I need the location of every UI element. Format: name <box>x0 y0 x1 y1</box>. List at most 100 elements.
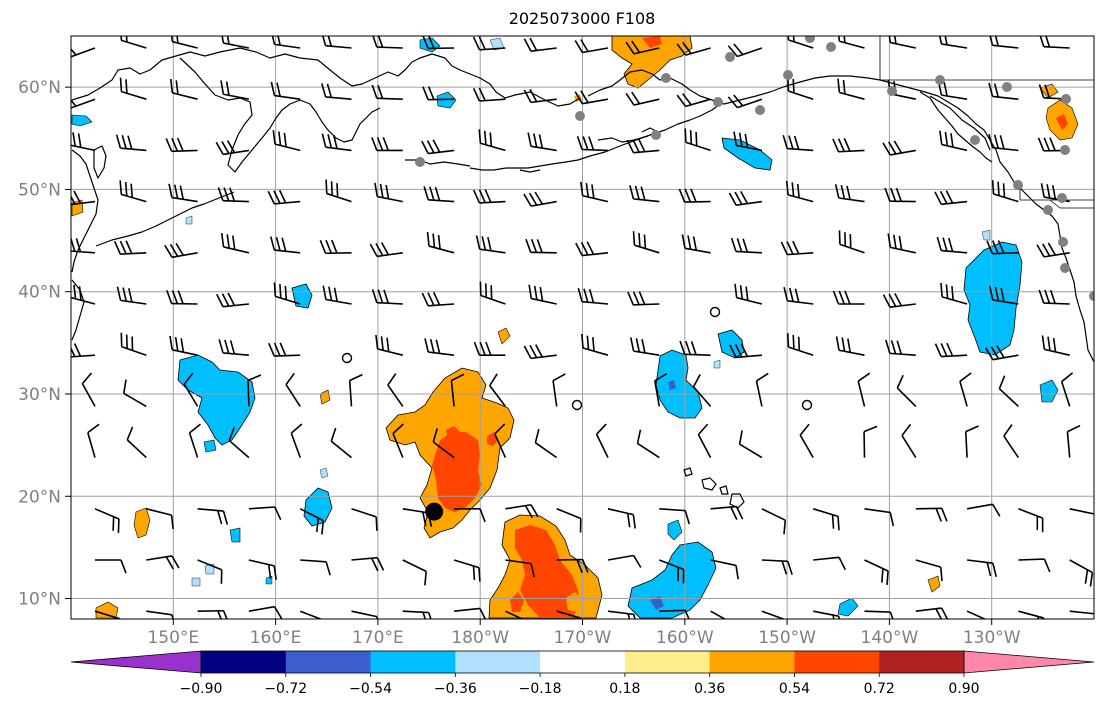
wind-barb <box>697 423 712 458</box>
wind-barb <box>552 373 566 407</box>
wind-barb <box>761 559 793 575</box>
wind-barb <box>636 429 660 459</box>
colorbar-label: 0.18 <box>609 681 640 697</box>
wind-barb <box>325 179 352 203</box>
wind-barb <box>247 374 262 407</box>
wind-barb <box>525 238 557 254</box>
coast-hawaii <box>701 477 717 491</box>
wind-barb <box>991 179 1019 203</box>
colorbar-label: 0.90 <box>948 681 979 697</box>
wind-barb <box>934 190 968 206</box>
colorbar-label: −0.18 <box>519 681 562 697</box>
wind-barb <box>799 423 814 459</box>
storm-center-marker <box>425 502 444 521</box>
colorbar-label: −0.36 <box>434 681 477 697</box>
wind-barb <box>197 609 228 619</box>
wind-barb <box>755 372 769 407</box>
wind-barb <box>786 333 814 356</box>
wind-barb <box>812 508 840 531</box>
wind-barb <box>607 610 636 619</box>
wind-barb <box>1003 424 1020 459</box>
wind-barb <box>984 345 1019 361</box>
wind-barb <box>290 423 303 458</box>
wind-barb <box>71 98 96 109</box>
wind-barb <box>679 340 711 356</box>
wind-barb <box>884 187 916 203</box>
wind-barb <box>627 291 660 306</box>
wind-barb <box>454 507 486 523</box>
wind-barb <box>786 77 814 100</box>
wind-barb <box>676 93 711 108</box>
wind-barb <box>896 374 917 407</box>
wind-barb <box>882 293 916 308</box>
wind-barb <box>424 338 455 356</box>
wind-barb <box>71 47 96 58</box>
wind-barb <box>188 423 201 458</box>
wind-barb <box>727 94 763 109</box>
wind-barb <box>581 334 609 356</box>
wind-barb <box>692 374 712 407</box>
wind-barb <box>988 133 1019 152</box>
map-title: 2025073000 F108 <box>508 9 656 28</box>
wind-barb <box>710 505 744 520</box>
wind-barb <box>837 78 865 100</box>
lat-tick-label: 50°N <box>18 180 61 200</box>
wind-barb <box>607 508 637 529</box>
wind-barb <box>857 372 871 407</box>
station-markers <box>415 36 1094 301</box>
colorbar-label: −0.90 <box>180 681 223 697</box>
wind-barb <box>489 373 507 407</box>
wind-barb <box>387 373 404 407</box>
wind-barb <box>1041 335 1070 356</box>
wind-barb <box>87 423 100 458</box>
wind-barb <box>421 139 455 155</box>
lon-tick-label: 150°W <box>758 628 816 648</box>
wind-barb <box>273 282 301 305</box>
coast-alaska-peninsula <box>469 103 721 171</box>
wind-barb <box>659 508 691 525</box>
wind-barb <box>964 425 979 458</box>
wind-barb <box>834 184 865 203</box>
wind-barb <box>710 610 727 619</box>
wind-barb <box>71 190 96 206</box>
colorbar-label: −0.72 <box>264 681 307 697</box>
wind-barb <box>116 286 147 305</box>
wind-barb <box>94 508 120 533</box>
coastlines <box>71 36 1094 509</box>
wind-barb <box>473 341 506 357</box>
wind-barb <box>885 339 916 356</box>
wind-barb <box>450 373 465 407</box>
wind-barb <box>864 559 889 586</box>
wind-barb <box>782 134 814 152</box>
wind-barb <box>523 191 557 207</box>
wind-barb <box>119 77 147 100</box>
wind-barb <box>915 607 949 619</box>
lat-tick-label: 60°N <box>18 78 61 98</box>
wind-barb <box>523 88 557 104</box>
wind-barb <box>348 373 363 407</box>
wind-barb <box>934 342 968 358</box>
lon-tick-label: 130°W <box>963 628 1021 648</box>
wind-barb <box>197 508 229 525</box>
wind-barb <box>577 288 609 305</box>
wind-barb <box>166 290 198 305</box>
wind-barb <box>988 82 1019 100</box>
wind-barb <box>939 130 968 152</box>
wind-barb <box>169 335 198 356</box>
wind-barb <box>126 426 147 459</box>
wind-barb <box>527 132 557 152</box>
wind-barb <box>146 555 180 570</box>
colorbar-swatch <box>455 651 541 673</box>
lon-tick-label: 170°W <box>554 628 612 648</box>
colorbar-swatch <box>540 651 626 673</box>
wind-barb <box>422 36 455 50</box>
wind-barb <box>625 40 660 55</box>
wind-barb <box>351 556 385 572</box>
wind-barb <box>220 232 250 254</box>
wind-barb <box>684 128 711 152</box>
colorbar: −0.90 −0.72 −0.54 −0.36 −0.18 0.18 0.36 0.54 0.7… <box>70 650 1095 697</box>
wind-barb <box>371 84 403 100</box>
wind-barb <box>838 36 865 49</box>
wind-barb <box>165 137 198 153</box>
wind-barb <box>220 80 250 100</box>
